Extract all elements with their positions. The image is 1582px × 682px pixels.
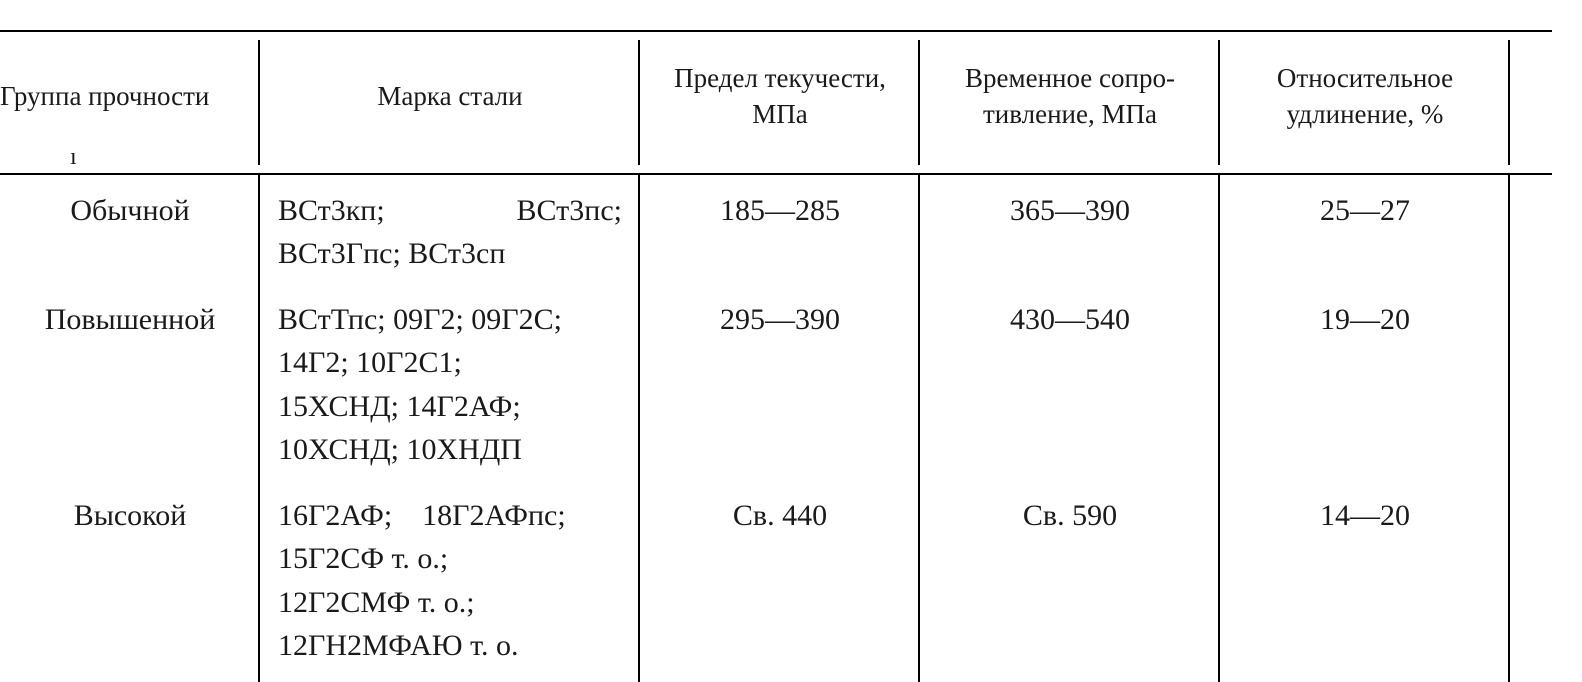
grade-text: ВСт3кп; <box>278 189 385 233</box>
grade-block: ВСтТпс; 09Г2; 09Г2С; 14Г2; 10Г2С1; 15ХСН… <box>278 298 622 472</box>
grade-block: ВСт3кп; ВСт3пс; ВСт3Гпс; ВСт3сп <box>278 189 622 276</box>
col-header-grade-label: Марка стали <box>377 81 522 111</box>
cell-yield: 185—285 <box>640 174 920 284</box>
col-header-grade: Марка стали <box>260 32 640 174</box>
yield-value: Св. 440 <box>733 499 827 532</box>
grade-text: ВСт3Гпс; ВСт3сп <box>278 232 622 276</box>
cell-tensile: Св. 590 <box>920 480 1220 676</box>
cell-tensile: 430—540 <box>920 284 1220 480</box>
elong-value: 19—20 <box>1320 303 1410 336</box>
grade-text: ВСт3пс; <box>517 189 622 233</box>
table-body: Обычной ВСт3кп; ВСт3пс; ВСт3Гпс; ВСт3сп … <box>0 174 1552 676</box>
col-header-elong-label: Относительное удлинение, % <box>1277 63 1453 129</box>
grade-text: 16Г2АФ; 18Г2АФпс; <box>278 494 622 538</box>
table-row: Повышенной ВСтТпс; 09Г2; 09Г2С; 14Г2; 10… <box>0 284 1552 480</box>
cell-yield: 295—390 <box>640 284 920 480</box>
table-row: Высокой 16Г2АФ; 18Г2АФпс; 15Г2СФ т. о.; … <box>0 480 1552 676</box>
col-header-elong: Относительное удлинение, % <box>1220 32 1510 174</box>
cell-elong: 19—20 <box>1220 284 1510 480</box>
cell-trailing <box>1510 284 1552 480</box>
grade-block: 16Г2АФ; 18Г2АФпс; 15Г2СФ т. о.; 12Г2СМФ … <box>278 494 622 668</box>
elong-value: 25—27 <box>1320 194 1410 227</box>
group-label: Высокой <box>74 499 187 532</box>
cell-trailing <box>1510 174 1552 284</box>
col-header-group-label: Группа прочности <box>0 81 209 111</box>
tensile-value: 430—540 <box>1010 303 1130 336</box>
table-header-row: Группа прочности ı Марка стали Предел те… <box>0 32 1552 174</box>
cell-yield: Св. 440 <box>640 480 920 676</box>
yield-value: 185—285 <box>720 194 840 227</box>
header-tick-mark: ı <box>70 145 77 169</box>
cell-tensile: 365—390 <box>920 174 1220 284</box>
cell-group: Повышенной <box>0 284 260 480</box>
tensile-value: Св. 590 <box>1023 499 1117 532</box>
col-header-tensile-label: Временное сопро­тивление, МПа <box>965 63 1175 129</box>
col-header-trailing <box>1510 32 1552 174</box>
cell-grade: 16Г2АФ; 18Г2АФпс; 15Г2СФ т. о.; 12Г2СМФ … <box>260 480 640 676</box>
table-row: Обычной ВСт3кп; ВСт3пс; ВСт3Гпс; ВСт3сп … <box>0 174 1552 284</box>
cell-trailing <box>1510 480 1552 676</box>
grade-line: ВСт3кп; ВСт3пс; <box>278 189 622 233</box>
col-header-yield-label: Предел текучести, МПа <box>674 63 886 129</box>
tensile-value: 365—390 <box>1010 194 1130 227</box>
page: Группа прочности ı Марка стали Предел те… <box>0 0 1582 653</box>
yield-value: 295—390 <box>720 303 840 336</box>
cell-group: Высокой <box>0 480 260 676</box>
cell-elong: 14—20 <box>1220 480 1510 676</box>
cell-group: Обычной <box>0 174 260 284</box>
col-header-tensile: Временное сопро­тивление, МПа <box>920 32 1220 174</box>
steel-strength-table: Группа прочности ı Марка стали Предел те… <box>0 32 1552 676</box>
grade-text: 15Г2СФ т. о.; 12Г2СМФ т. о.; 12ГН2МФАЮ т… <box>278 537 622 668</box>
cell-grade: ВСтТпс; 09Г2; 09Г2С; 14Г2; 10Г2С1; 15ХСН… <box>260 284 640 480</box>
col-header-yield: Предел текучести, МПа <box>640 32 920 174</box>
grade-text: ВСтТпс; 09Г2; 09Г2С; <box>278 298 622 342</box>
group-label: Повышенной <box>45 303 216 336</box>
cell-grade: ВСт3кп; ВСт3пс; ВСт3Гпс; ВСт3сп <box>260 174 640 284</box>
group-label: Обычной <box>70 194 189 227</box>
cell-elong: 25—27 <box>1220 174 1510 284</box>
grade-text: 14Г2; 10Г2С1; 15ХСНД; 14Г2АФ; 10ХСНД; 10… <box>278 341 622 472</box>
col-header-group: Группа прочности ı <box>0 32 260 174</box>
elong-value: 14—20 <box>1320 499 1410 532</box>
